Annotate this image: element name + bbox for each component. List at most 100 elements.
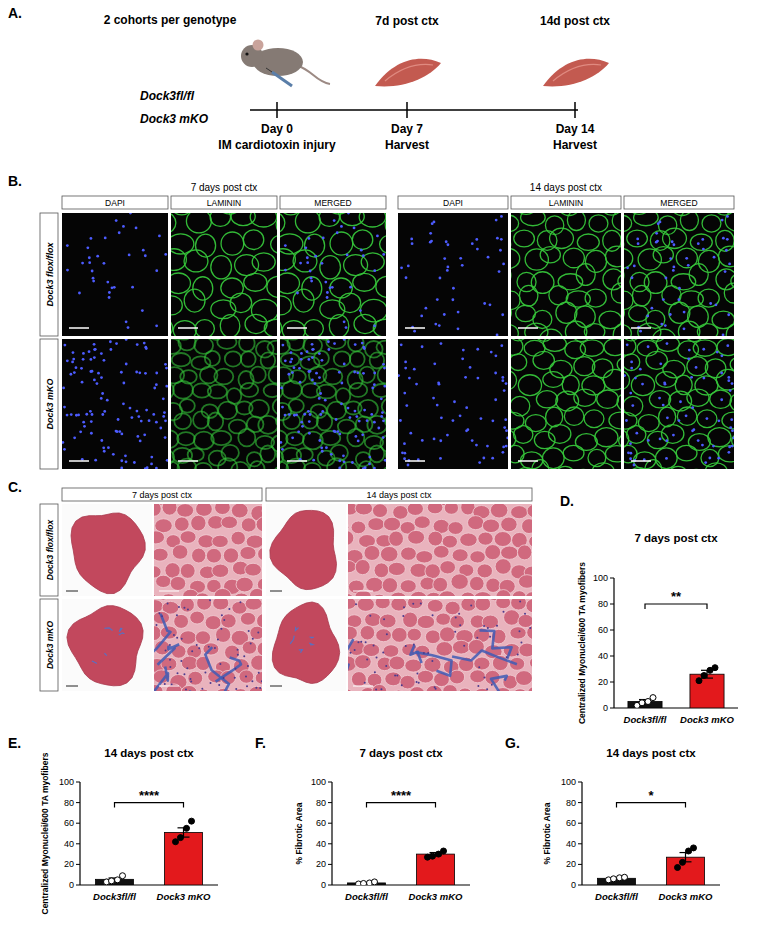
nucleus	[664, 324, 667, 327]
myofiber	[408, 530, 425, 544]
myofiber	[162, 504, 177, 515]
laminin-outline	[317, 412, 332, 430]
laminin-outline	[271, 235, 277, 253]
nucleus	[636, 238, 639, 241]
nucleus	[318, 439, 321, 442]
nucleus	[66, 359, 69, 362]
nucleus	[318, 376, 321, 379]
micrograph	[398, 213, 508, 336]
nucleus	[479, 417, 482, 420]
nucleus	[440, 342, 443, 345]
data-point	[650, 695, 656, 701]
myofiber	[255, 671, 262, 684]
laminin-outline	[717, 339, 734, 356]
nucleus	[103, 359, 106, 362]
laminin-outline	[618, 273, 621, 290]
laminin-outline	[565, 321, 586, 336]
nucleus	[281, 448, 284, 451]
laminin-outline	[329, 315, 349, 336]
image-background	[62, 213, 168, 336]
y-axis-label: Centralized Myonuclei/600 TA myofibers	[40, 752, 50, 914]
nucleus	[720, 372, 723, 375]
nucleus	[662, 404, 665, 407]
nucleus	[284, 359, 287, 362]
laminin-outline	[281, 353, 300, 366]
nucleus	[308, 432, 311, 435]
nucleus	[361, 433, 364, 436]
nucleus	[495, 219, 498, 222]
y-tick-label: 80	[566, 798, 576, 808]
laminin-outline	[638, 249, 661, 270]
laminin-outline	[208, 412, 223, 430]
micrograph	[398, 339, 508, 469]
nucleus	[324, 399, 327, 402]
myofiber	[195, 593, 210, 596]
infiltrate	[373, 645, 375, 647]
nucleus	[505, 382, 508, 385]
micrograph	[624, 213, 734, 336]
laminin-outline	[584, 410, 604, 428]
laminin-outline	[519, 285, 537, 306]
image-background	[154, 504, 262, 596]
myofiber	[360, 625, 375, 640]
y-tick-label: 100	[59, 777, 74, 787]
nucleus	[377, 427, 380, 430]
laminin-outline	[722, 412, 734, 429]
myofiber	[197, 599, 212, 610]
myofiber	[527, 504, 532, 517]
laminin-outline	[382, 398, 386, 415]
nucleus	[626, 266, 629, 269]
scale-bar	[66, 686, 78, 687]
laminin-outline	[511, 215, 519, 231]
nucleus	[672, 265, 675, 268]
laminin-outline	[697, 324, 717, 336]
panel-label: E.	[8, 735, 21, 751]
marks	[598, 845, 705, 885]
nucleus	[351, 461, 354, 464]
nucleus	[433, 437, 436, 440]
infiltrate	[506, 656, 508, 658]
nucleus	[63, 344, 66, 347]
laminin-outline	[618, 468, 621, 469]
infiltrate	[357, 641, 359, 643]
infiltrate	[173, 634, 175, 636]
nucleus	[476, 248, 479, 251]
panel-label: A.	[8, 5, 22, 21]
laminin-outline	[656, 339, 679, 351]
nucleus	[471, 242, 474, 245]
myofiber	[470, 670, 486, 683]
nucleus	[436, 298, 439, 301]
laminin-outline	[282, 381, 302, 399]
myofiber	[236, 577, 253, 592]
nucleus	[318, 352, 321, 355]
laminin-outline	[276, 414, 277, 428]
y-tick-label: 20	[566, 859, 576, 869]
nucleus	[672, 434, 675, 437]
myofiber	[383, 517, 400, 531]
scale-bar	[287, 327, 307, 329]
myofiber	[509, 657, 524, 670]
laminin-outline	[186, 213, 211, 233]
myofiber	[250, 626, 262, 639]
nucleus	[128, 254, 131, 257]
y-axis-label: % Fibrotic Area	[542, 802, 552, 864]
y-tick	[610, 656, 614, 657]
significance-bracket	[367, 803, 436, 808]
myofiber	[233, 689, 248, 691]
nucleus	[304, 246, 307, 249]
nucleus	[634, 377, 637, 380]
nucleus	[732, 437, 734, 440]
nucleus	[289, 360, 292, 363]
myofiber	[205, 616, 221, 630]
nucleus	[310, 277, 313, 280]
fibrosis-streak	[311, 637, 314, 639]
nucleus	[319, 392, 322, 395]
nucleus	[333, 219, 336, 222]
myofiber	[368, 518, 385, 531]
nucleus	[494, 372, 497, 375]
nucleus	[370, 413, 373, 416]
laminin-outline	[347, 429, 364, 447]
nucleus	[130, 416, 133, 419]
nucleus	[443, 257, 446, 260]
y-tick	[76, 885, 80, 886]
